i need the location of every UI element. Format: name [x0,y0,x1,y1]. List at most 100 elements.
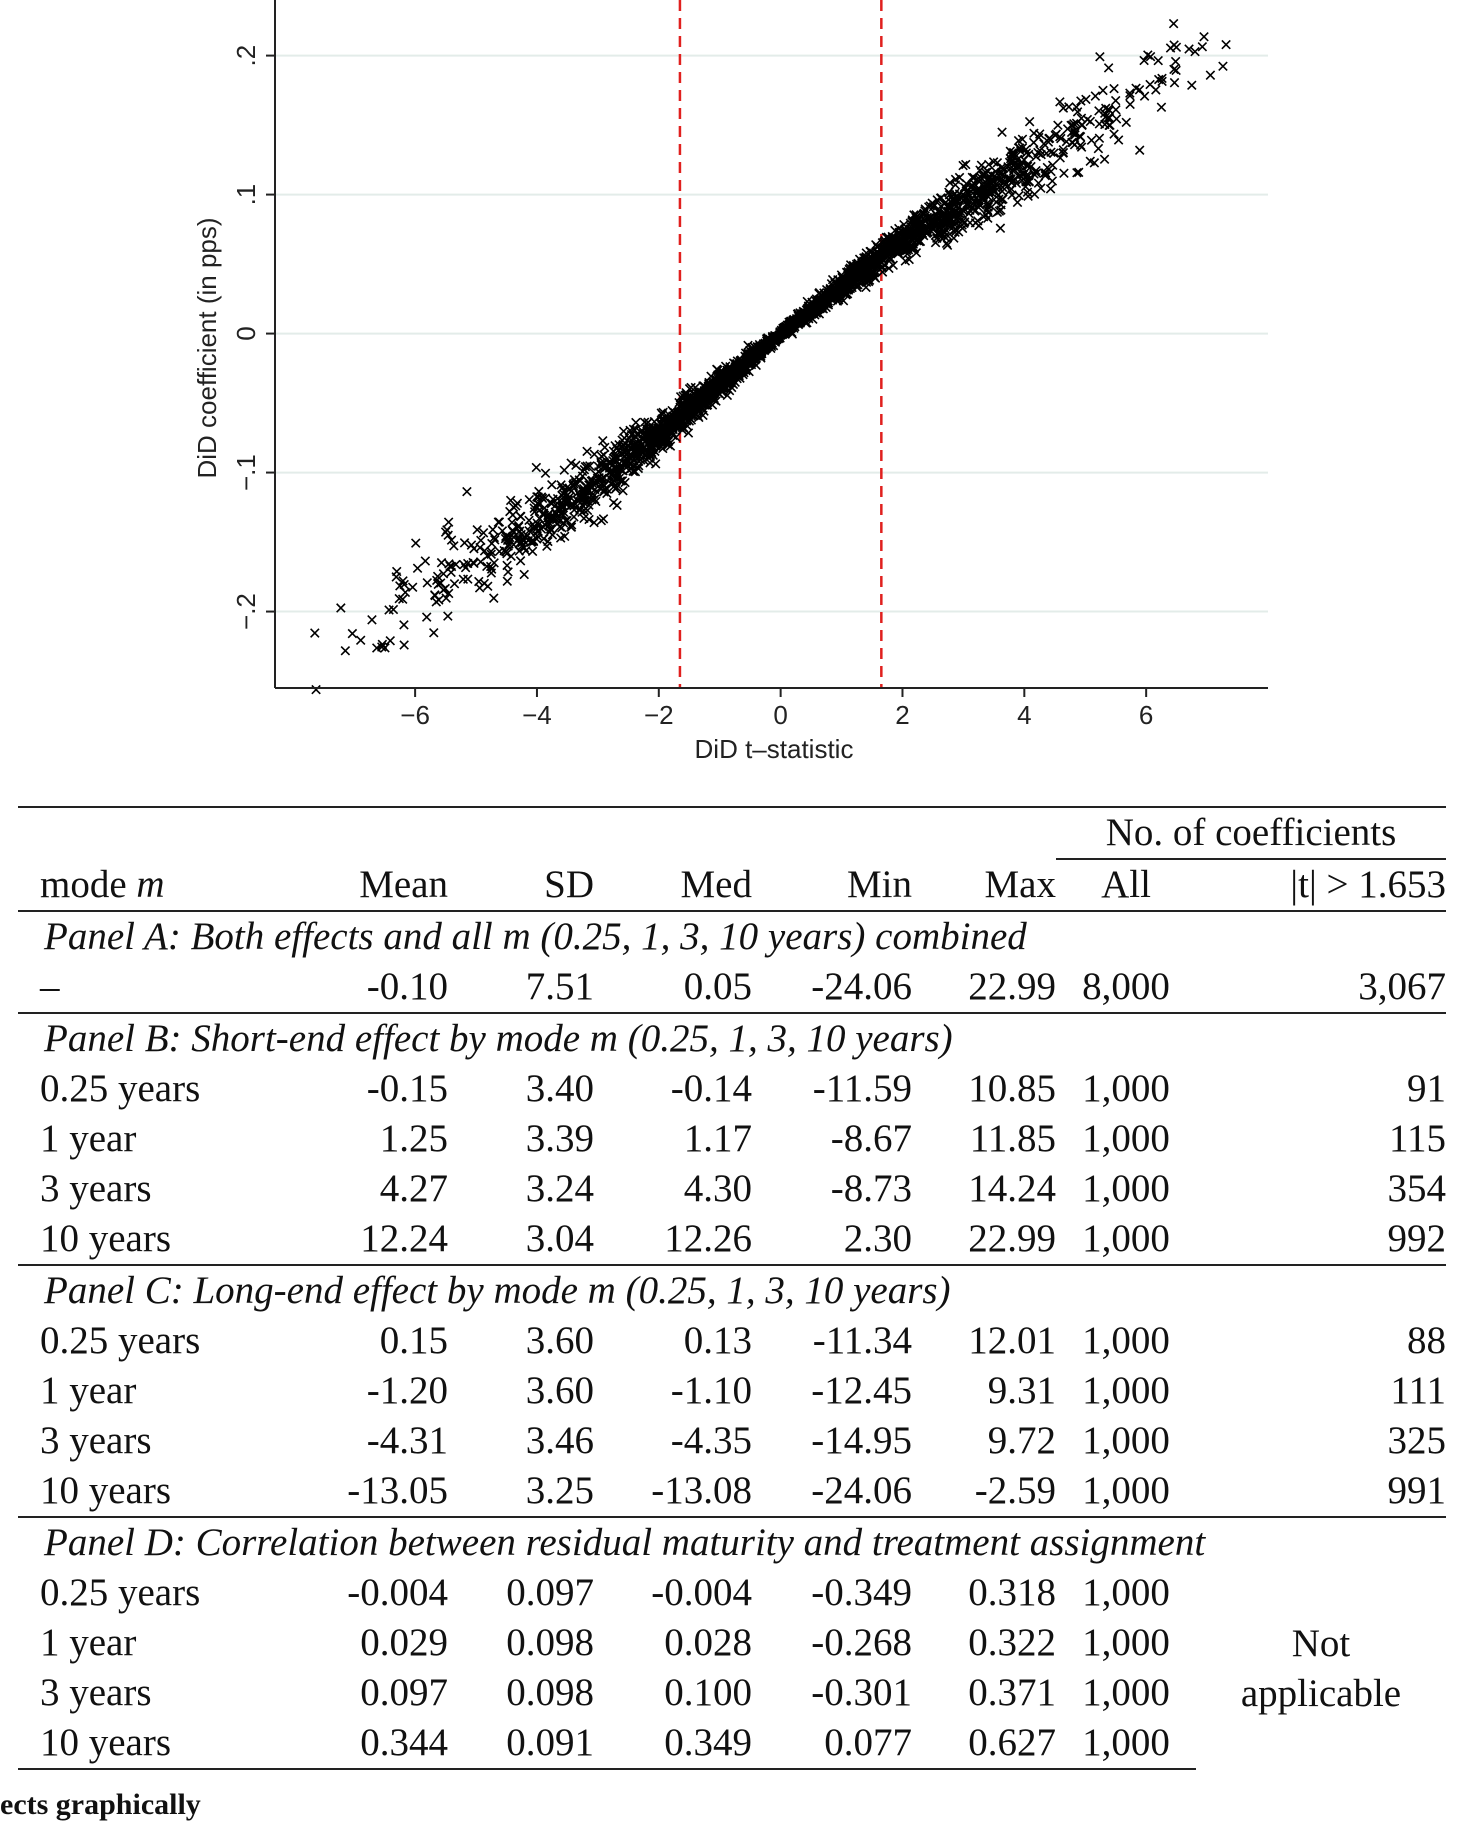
scatter-point [524,494,535,505]
scatter-point [1156,102,1167,113]
scatter-point [828,285,838,295]
row-label: 0.25 years [40,1067,201,1110]
scatter-point [908,235,918,246]
scatter-point [754,349,765,360]
scatter-point [804,307,814,318]
scatter-point [443,588,454,599]
table-cell: 0.100 [664,1671,752,1714]
scatter-point [515,556,526,566]
scatter-point [694,390,704,400]
not-applicable-note: Not applicable [1196,1568,1446,1769]
scatter-point [506,551,516,561]
scatter-point [540,493,551,503]
axes [274,0,1268,689]
scatter-point [1073,167,1084,178]
scatter-point [1022,159,1033,170]
row-label: 3 years [40,1419,152,1462]
scatter-point [696,397,707,408]
scatter-point [656,408,667,418]
scatter-point [1059,168,1069,178]
row-label: 10 years [40,1469,172,1512]
scatter-point [573,487,583,498]
scatter-point [1004,173,1014,184]
scatter-point [650,459,661,469]
not-applicable-line-1: Not [1291,1621,1351,1665]
table-body: Panel A: Both effects and all m (0.25, 1… [18,910,1447,1770]
scatter-point [757,343,768,353]
scatter-point [1086,135,1097,146]
scatter-point [738,361,749,371]
scatter-point [539,533,549,544]
scatter-point [1021,144,1031,155]
scatter-point [399,640,409,650]
table-cell: 1,000 [1082,1117,1170,1160]
scatter-point [929,223,939,234]
scatter-point [610,454,620,465]
scatter-point [459,538,470,548]
table-cell: 325 [1387,1419,1447,1462]
scatter-point [972,216,983,226]
scatter-point [562,497,572,508]
scatter-point [579,464,590,475]
scatter-point [965,217,975,228]
scatter-point [1049,148,1059,158]
scatter-point [420,556,431,566]
scatter-point [997,176,1007,186]
scatter-point [489,593,499,603]
scatter-point [608,459,618,470]
scatter-point [637,433,647,444]
scatter-point [997,127,1007,137]
table-cell: 1,000 [1082,1419,1170,1462]
scatter-point [1109,83,1119,94]
scatter-point [494,546,505,557]
scatter-point [537,493,548,504]
scatter-point [970,205,981,215]
scatter-point [502,548,512,559]
scatter-point [949,188,960,199]
panel-title-row: Panel C: Long-end effect by mode m (0.25… [18,1264,1446,1316]
scatter-point [1058,145,1069,155]
scatter-point [421,612,432,622]
table-cell: 1,000 [1082,1369,1170,1412]
scatter-point [1014,190,1024,201]
scatter-point [1033,178,1044,188]
row-label: 0.25 years [40,1571,201,1614]
scatter-point [443,611,453,621]
scatter-point [610,484,621,494]
scatter-point [355,635,366,645]
group-header-coefficients: No. of coefficients [1056,806,1446,860]
scatter-point [795,312,805,323]
scatter-point [1134,145,1145,155]
scatter-point [1199,32,1209,42]
simulation-summary-table: No. of coefficients mode m Mean SD Med Min Ma… [18,806,1446,1770]
scatter-point [893,246,903,256]
scatter-point [1070,128,1080,138]
scatter-point [862,255,872,265]
table-cell: 10.85 [968,1067,1056,1110]
table-cell: -8.73 [830,1167,912,1210]
scatter-point [939,199,950,209]
scatter-point [652,423,663,434]
table-cell: 1,000 [1082,1217,1170,1260]
table-cell: 0.028 [664,1621,752,1664]
table-cell: -2.59 [974,1469,1056,1512]
x-axis-label: DiD t–statistic [695,734,854,764]
scatter-point [489,532,500,543]
scatter-point [861,282,871,293]
table-row: 1 year 1.25 3.39 1.17 -8.67 11.85 1,000 115 [18,1114,1446,1164]
scatter-point [1093,143,1104,154]
scatter-point [540,468,551,478]
table-row: 0.25 years -0.15 3.40 -0.14 -11.59 10.85 1,000… [18,1064,1446,1114]
scatter-point [721,376,732,386]
scatter-point [631,417,641,428]
scatter-point [1095,51,1105,62]
scatter-point [1090,91,1101,101]
scatter-point [673,407,684,417]
scatter-point [557,522,567,533]
scatter-point [645,425,656,436]
not-applicable-line-2: applicable [1240,1671,1402,1715]
scatter-point [1085,156,1096,167]
x-tick-label: −4 [522,700,552,730]
scatter-point [347,628,358,639]
scatter-point [978,192,988,203]
